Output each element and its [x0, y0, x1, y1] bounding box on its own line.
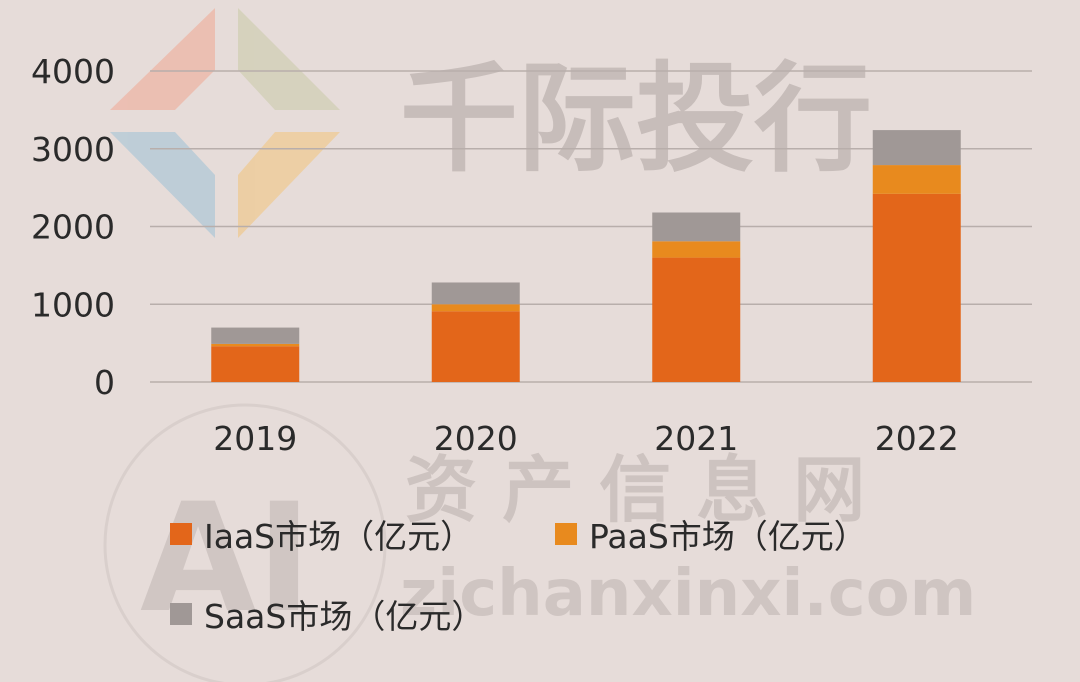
bar-saas-2020	[431, 282, 520, 305]
watermark-logo-icon	[110, 8, 340, 238]
bar-paas-2022	[872, 165, 961, 194]
bar-saas-2022	[872, 130, 961, 166]
watermark-site-url: zichanxinxi.com	[400, 557, 976, 631]
bar-iaas-2022	[872, 193, 961, 382]
bar-iaas-2019	[211, 346, 300, 382]
bar-paas-2021	[652, 241, 741, 258]
y-tick-label: 2000	[31, 208, 115, 247]
bar-iaas-2021	[652, 257, 741, 382]
x-tick-label: 2022	[875, 419, 959, 458]
bar-paas-2020	[431, 304, 520, 312]
watermark-badge: AI	[140, 472, 312, 646]
bar-saas-2021	[652, 212, 741, 242]
watermark-site-cn: 资 产 信 息 网	[405, 448, 865, 532]
y-tick-label: 0	[94, 363, 115, 402]
bars	[211, 130, 961, 382]
bar-paas-2019	[211, 343, 300, 347]
y-tick-label: 4000	[31, 52, 115, 91]
watermark-brand: 千际投行	[400, 50, 872, 188]
watermark-circle	[103, 403, 387, 682]
x-tick-label: 2020	[434, 419, 518, 458]
x-axis: 2019 2020 2021 2022	[213, 419, 958, 458]
bar-saas-2019	[211, 327, 300, 344]
y-tick-label: 3000	[31, 130, 115, 169]
bar-iaas-2020	[431, 311, 520, 382]
y-axis: 0 1000 2000 3000 4000	[31, 52, 115, 402]
x-tick-label: 2021	[654, 419, 738, 458]
y-tick-label: 1000	[31, 285, 115, 324]
x-tick-label: 2019	[213, 419, 297, 458]
